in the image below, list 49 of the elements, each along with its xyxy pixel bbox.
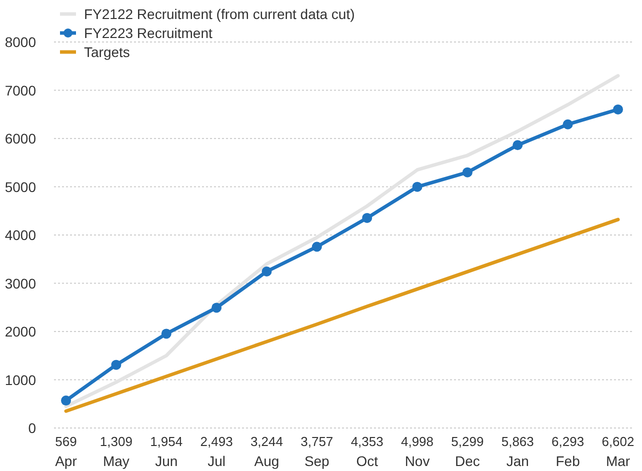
data-label: 4,998 <box>401 434 434 449</box>
x-tick-label: Mar <box>606 453 630 469</box>
x-tick-label: Dec <box>455 453 480 469</box>
data-label: 5,299 <box>451 434 484 449</box>
y-tick-label: 1000 <box>4 372 36 388</box>
point <box>462 167 472 178</box>
x-tick-label: Feb <box>556 453 580 469</box>
point <box>512 140 523 150</box>
data-label: 6,293 <box>552 434 584 449</box>
x-tick-label: Sep <box>304 453 330 469</box>
data-label: 1,309 <box>100 434 132 449</box>
line-series <box>64 218 620 413</box>
point <box>312 242 322 252</box>
data-label: 569 <box>55 434 77 449</box>
data-label: 6,602 <box>602 434 634 449</box>
x-tick-label: May <box>102 453 130 469</box>
point <box>362 212 372 223</box>
y-tick-label: 6000 <box>4 130 36 146</box>
data-label: 3,757 <box>300 434 334 449</box>
y-tick-label: 3000 <box>4 275 36 292</box>
y-tick-label: 5000 <box>4 178 36 195</box>
data-label: 5,863 <box>501 434 534 449</box>
point <box>262 266 272 276</box>
x-tick-label: Aug <box>254 453 280 469</box>
y-tick-label: 7000 <box>4 82 36 98</box>
x-tick-label: Apr <box>55 453 78 469</box>
point <box>613 104 623 114</box>
point <box>111 360 122 370</box>
point <box>412 182 422 192</box>
y-tick-label: 8000 <box>4 34 36 50</box>
point <box>212 302 222 313</box>
legend-label: FY2223 Recruitment <box>84 25 213 41</box>
y-tick-label: 0 <box>28 420 36 436</box>
legend-label: Targets <box>84 44 130 60</box>
y-tick-label: 2000 <box>4 324 36 340</box>
x-tick-label: Jun <box>155 453 178 469</box>
x-tick-label: Jan <box>506 453 529 469</box>
data-label: 3,244 <box>250 434 283 449</box>
data-label: 2,493 <box>200 434 233 449</box>
point <box>61 396 71 406</box>
x-tick-label: Oct <box>356 453 378 469</box>
legend-label: FY2122 Recruitment (from current data cut) <box>84 6 355 22</box>
point <box>161 328 172 339</box>
data-label: 4,353 <box>350 434 384 449</box>
x-tick-label: Jul <box>208 453 226 469</box>
y-tick-label: 4000 <box>4 227 36 243</box>
point <box>562 119 573 130</box>
data-label: 1,954 <box>150 434 183 449</box>
x-tick-label: Nov <box>404 453 430 469</box>
